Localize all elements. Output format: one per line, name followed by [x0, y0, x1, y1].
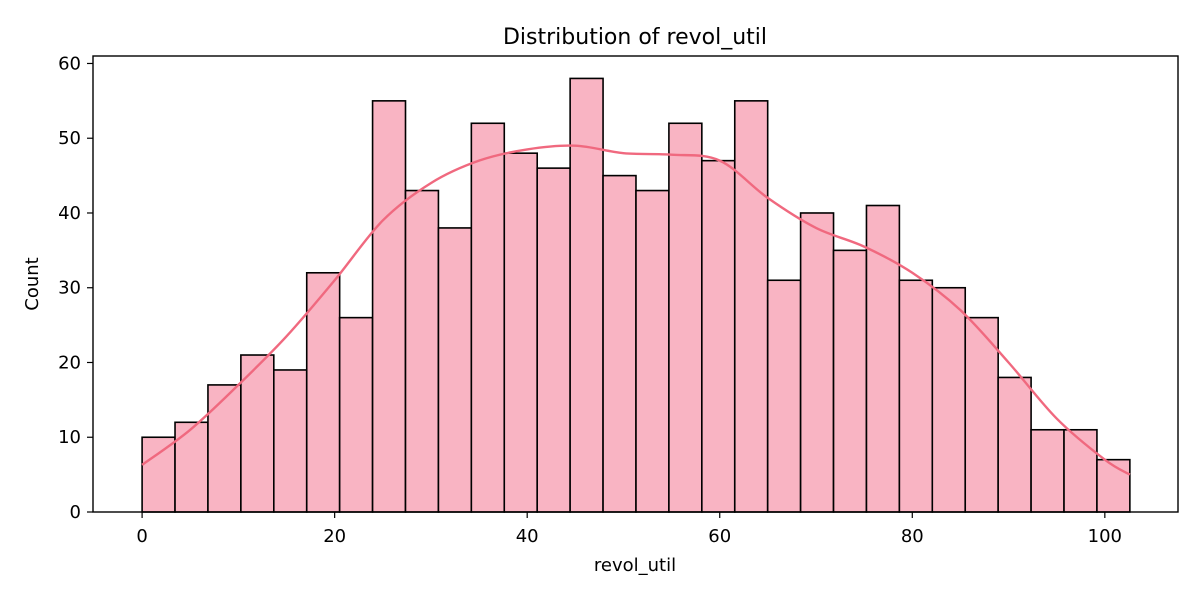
histogram-bar — [668, 122, 703, 513]
histogram-bar — [305, 271, 341, 513]
bars-group — [141, 77, 1131, 513]
x-tick-label: 100 — [1088, 526, 1122, 547]
histogram-bar — [404, 189, 440, 513]
histogram-bar — [503, 152, 539, 513]
plot-frame — [92, 55, 1179, 513]
histogram-bar — [1030, 428, 1065, 513]
x-tick-label: 0 — [136, 526, 147, 547]
histogram-bar — [1096, 458, 1131, 513]
x-axis: 0 20 40 60 80 100 — [136, 512, 1122, 547]
y-tick-label: 40 — [58, 203, 81, 224]
histogram-bar — [174, 421, 209, 513]
x-axis-label: revol_util — [594, 555, 676, 576]
histogram-bar — [997, 376, 1032, 513]
y-tick-label: 0 — [70, 502, 81, 523]
x-tick-label: 80 — [901, 526, 924, 547]
histogram-bar — [338, 316, 374, 513]
histogram-bar — [437, 227, 473, 513]
histogram-bar — [240, 354, 275, 513]
histogram-bar — [273, 369, 308, 513]
y-tick-label: 10 — [58, 427, 81, 448]
histogram-bar — [931, 286, 967, 513]
histogram-bar — [865, 204, 901, 513]
histogram-bar — [371, 100, 407, 513]
histogram-bar — [141, 436, 176, 513]
y-axis: 0 10 20 30 40 50 60 — [58, 53, 93, 523]
y-axis-label: Count — [22, 257, 43, 310]
histogram-bar — [1063, 428, 1098, 513]
histogram-bar — [799, 212, 835, 513]
y-tick-label: 50 — [58, 128, 81, 149]
y-tick-label: 60 — [58, 53, 81, 74]
x-tick-label: 40 — [516, 526, 539, 547]
histogram-bar — [766, 279, 802, 513]
histogram-bar — [898, 279, 934, 513]
x-tick-label: 20 — [323, 526, 346, 547]
histogram-bar — [569, 77, 604, 513]
histogram-bar — [207, 384, 242, 513]
chart-title: Distribution of revol_util — [503, 25, 767, 50]
kde-curve — [141, 144, 1131, 476]
histogram-bar — [635, 189, 670, 513]
histogram-bar — [701, 159, 736, 513]
y-tick-label: 30 — [58, 278, 81, 299]
histogram-bar — [470, 122, 506, 513]
histogram-bar — [733, 100, 769, 513]
y-tick-label: 20 — [58, 352, 81, 373]
histogram-bar — [536, 167, 571, 513]
histogram-bar — [602, 174, 637, 513]
histogram-bar — [832, 249, 868, 513]
x-tick-label: 60 — [708, 526, 731, 547]
